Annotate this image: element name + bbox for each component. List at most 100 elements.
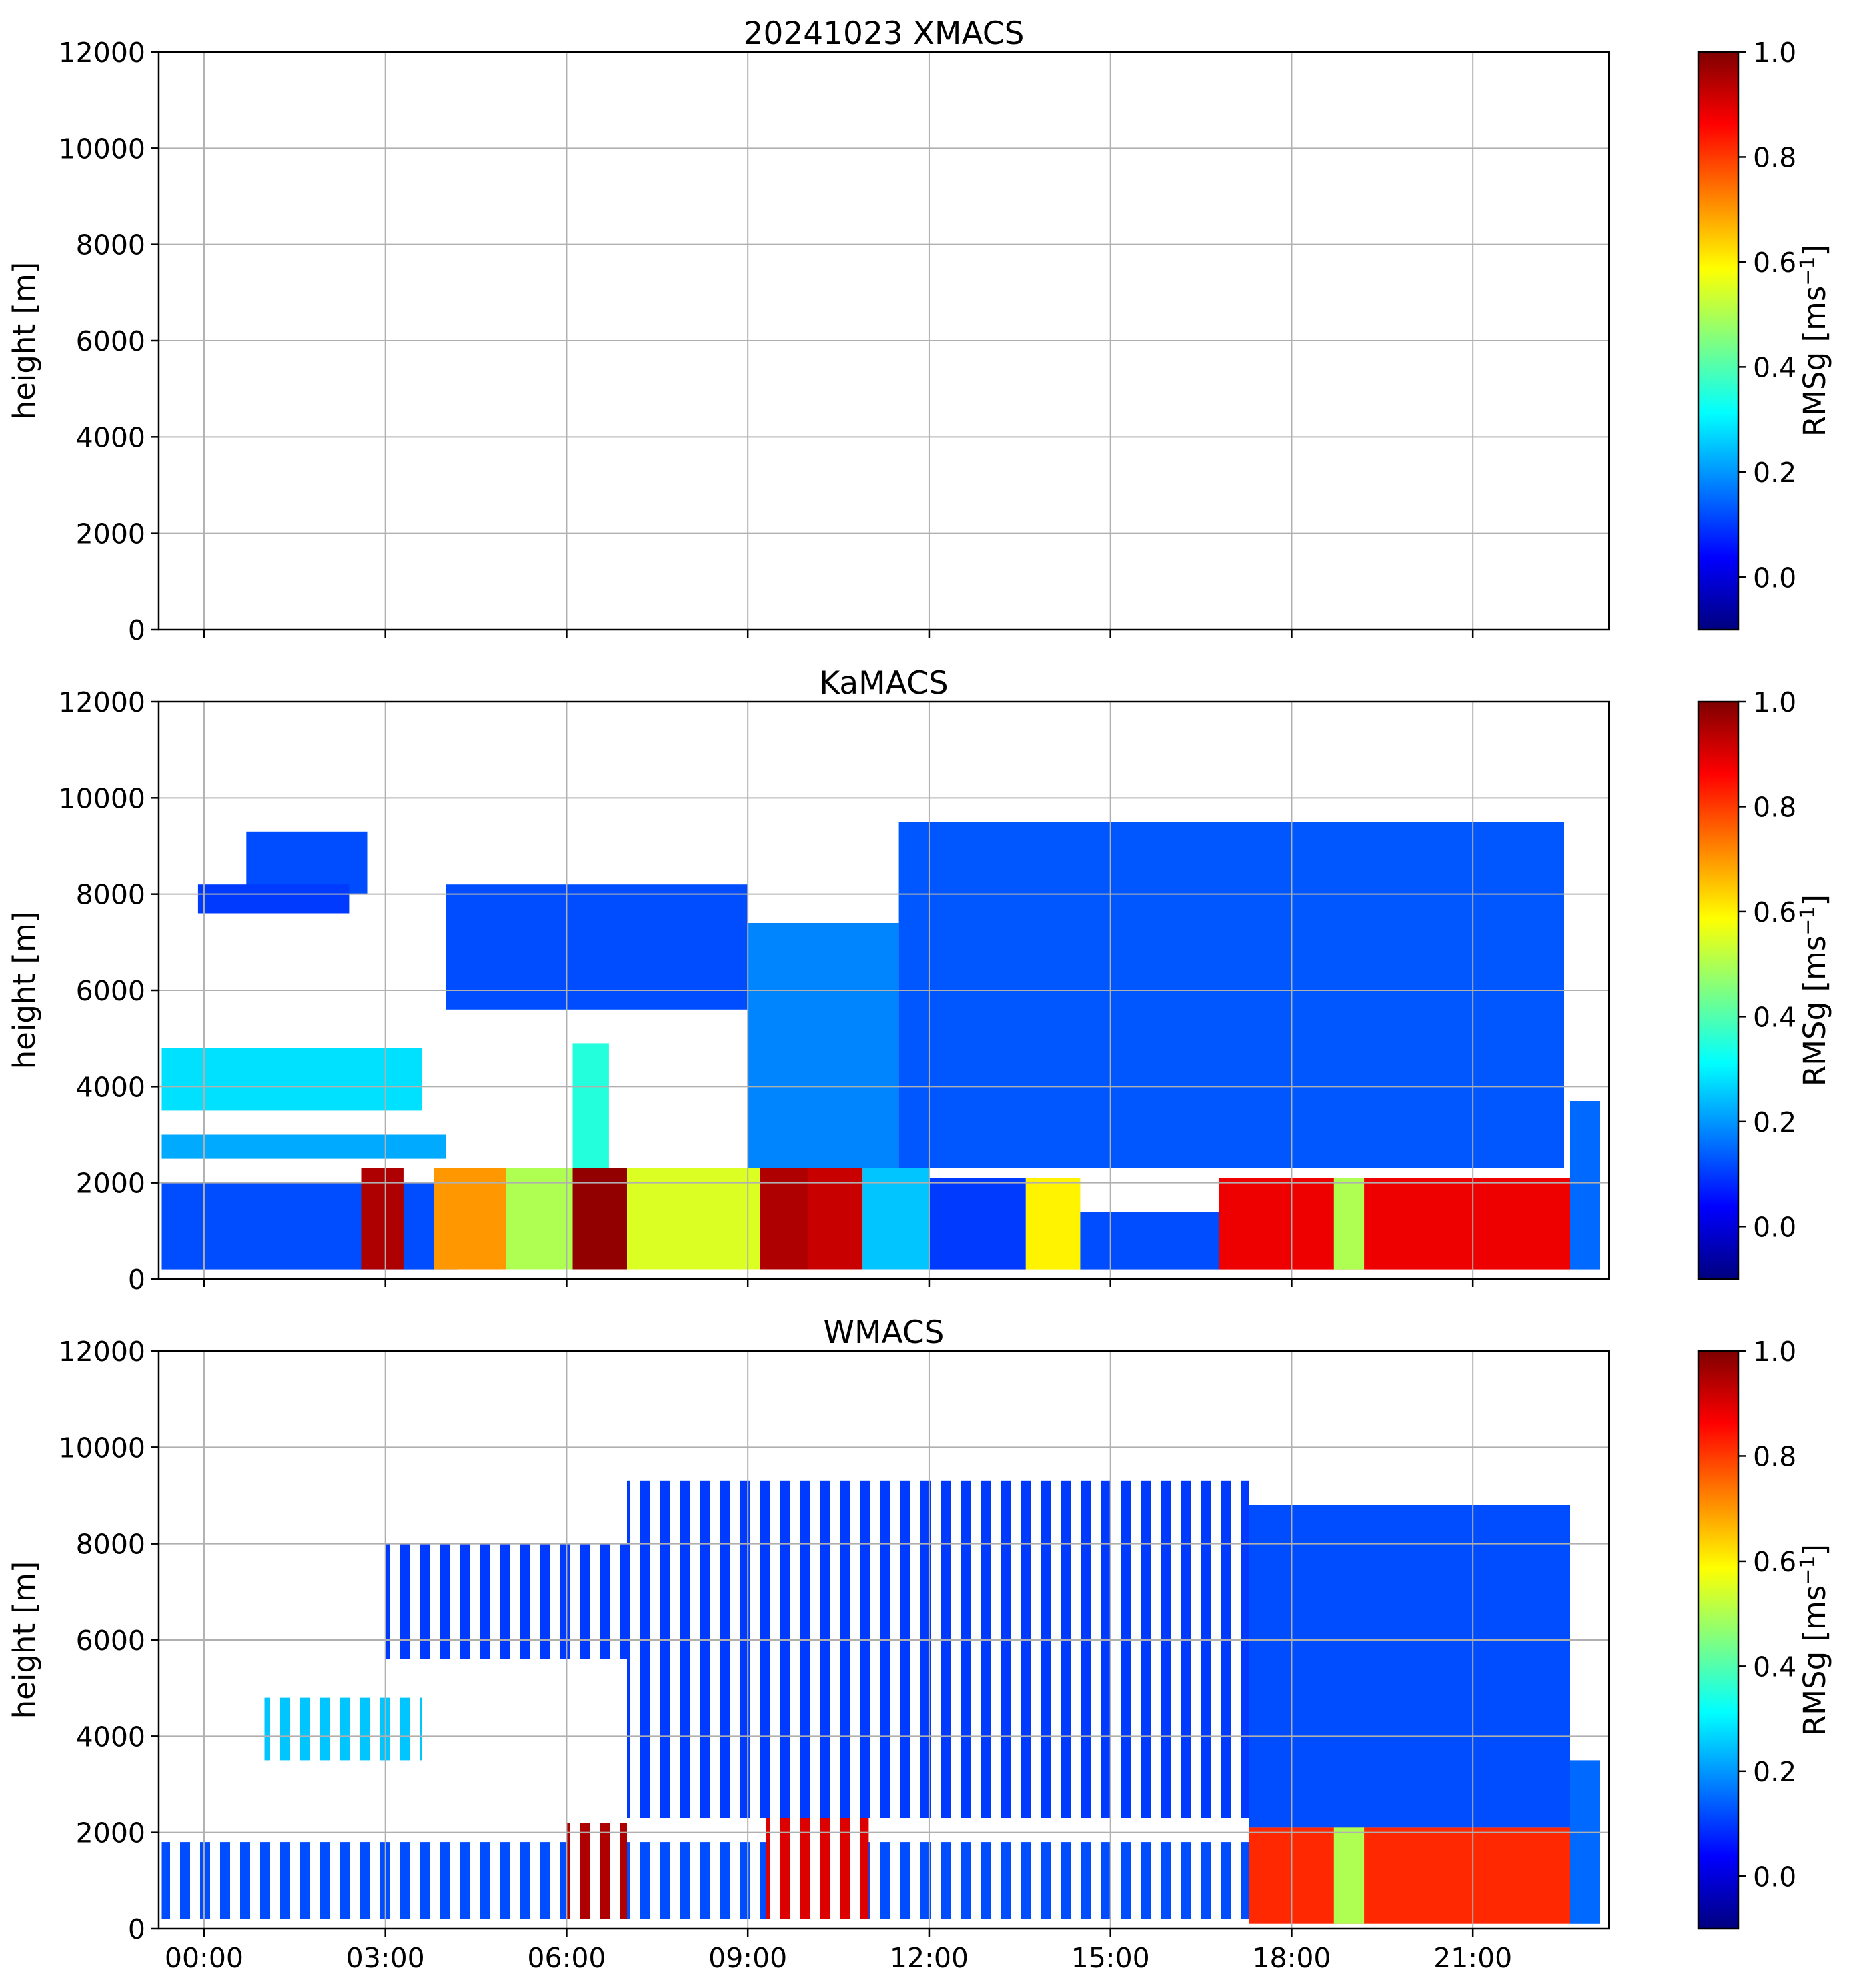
- y-tick-label: 2000: [76, 1817, 145, 1849]
- data-region: [929, 1178, 1026, 1270]
- data-region: [1025, 1178, 1081, 1270]
- x-tick-label: 18:00: [1252, 1942, 1331, 1974]
- data-region: [161, 1048, 422, 1111]
- y-tick-label: 2000: [76, 518, 145, 550]
- y-tick-label: 0: [128, 614, 145, 646]
- data-region: [1219, 1178, 1570, 1270]
- y-tick-label: 10000: [59, 1432, 145, 1464]
- y-tick-label: 10000: [59, 782, 145, 814]
- y-tick-label: 8000: [76, 879, 145, 911]
- colorbar-tick-label: 0.2: [1753, 1106, 1796, 1138]
- data-region: [1249, 1505, 1570, 1828]
- colorbar-tick-label: 0.8: [1753, 791, 1796, 823]
- data-region: [1333, 1178, 1365, 1270]
- colorbar-tick-label: 1.0: [1753, 37, 1796, 69]
- data-region: [1249, 1827, 1570, 1924]
- colorbar-tick-label: 0.4: [1753, 351, 1796, 383]
- data-region: [161, 1842, 1249, 1919]
- data-region: [1080, 1212, 1219, 1270]
- panel-title: 20241023 XMACS: [744, 15, 1025, 52]
- y-tick-label: 12000: [59, 1336, 145, 1368]
- data-region: [161, 1134, 446, 1159]
- colorbar-tick-label: 0.4: [1753, 1001, 1796, 1033]
- data-region: [197, 884, 350, 914]
- y-tick-label: 12000: [59, 37, 145, 69]
- panel-title: WMACS: [823, 1314, 944, 1351]
- data-field: [161, 822, 1600, 1270]
- data-region: [161, 1182, 458, 1270]
- y-tick-label: 4000: [76, 421, 145, 453]
- gridlines: [159, 1350, 1609, 1929]
- data-region: [264, 1697, 422, 1761]
- colorbar-tick-label: 0.6: [1753, 247, 1796, 279]
- data-region: [1333, 1827, 1365, 1924]
- colorbar-tick-label: 0.2: [1753, 1756, 1796, 1788]
- y-tick-label: 6000: [76, 325, 145, 357]
- x-tick-label: 21:00: [1433, 1942, 1512, 1974]
- y-axis-label: height [m]: [7, 262, 42, 420]
- colorbar-tick-label: 0.4: [1753, 1651, 1796, 1683]
- x-tick-label: 12:00: [890, 1942, 969, 1974]
- colorbar-tick-label: 0.2: [1753, 457, 1796, 489]
- y-tick-label: 4000: [76, 1721, 145, 1753]
- colorbar-label: RMSg [ms−1]: [1796, 245, 1832, 437]
- data-region: [572, 1043, 609, 1168]
- data-region: [1570, 1760, 1600, 1924]
- data-region: [627, 1480, 1249, 1818]
- data-region: [361, 1168, 404, 1270]
- data-region: [434, 1168, 506, 1270]
- y-tick-label: 10000: [59, 133, 145, 165]
- y-tick-label: 8000: [76, 229, 145, 261]
- colorbar-gradient: [1697, 51, 1740, 631]
- x-tick-label: 06:00: [527, 1942, 606, 1974]
- colorbar-tick-label: 0.6: [1753, 1546, 1796, 1578]
- y-tick-label: 6000: [76, 1625, 145, 1657]
- colorbar-label: RMSg [ms−1]: [1796, 1544, 1832, 1736]
- panel-3: 0 2000 4000 6000 8000 10000 12000 00:00 03:00 06:…: [7, 1314, 1832, 1974]
- x-tick-label: 09:00: [708, 1942, 787, 1974]
- y-tick-label: 12000: [59, 686, 145, 718]
- panel-2: 0 2000 4000 6000 8000 10000 12000 KaMACS height …: [7, 665, 1832, 1296]
- x-tick-label: 15:00: [1071, 1942, 1150, 1974]
- x-tick-label: 03:00: [346, 1942, 425, 1974]
- data-region: [1570, 1101, 1600, 1270]
- colorbar-tick-label: 0.6: [1753, 896, 1796, 928]
- colorbar-tick-label: 1.0: [1753, 686, 1796, 718]
- data-region: [385, 1543, 627, 1659]
- colorbar: 0.0 0.2 0.4 0.6 0.8 1.0 RMSg [ms−1]: [1697, 1336, 1832, 1930]
- colorbar-tick-label: 0.0: [1753, 1211, 1796, 1243]
- data-region: [566, 1823, 627, 1919]
- y-tick-label: 0: [128, 1264, 145, 1296]
- colorbar-label: RMSg [ms−1]: [1796, 894, 1832, 1086]
- panel-1: 0 2000 4000 6000 8000 10000 12000 20241023 XMAC…: [7, 15, 1832, 646]
- data-region: [760, 1168, 808, 1270]
- gridlines: [159, 51, 1609, 630]
- colorbar-tick-label: 1.0: [1753, 1336, 1796, 1368]
- data-region: [572, 1168, 627, 1270]
- y-axis-label: height [m]: [7, 912, 42, 1070]
- colorbar: 0.0 0.2 0.4 0.6 0.8 1.0 RMSg [ms−1]: [1697, 686, 1832, 1280]
- data-region: [898, 822, 1564, 1168]
- y-tick-label: 2000: [76, 1168, 145, 1200]
- data-region: [627, 1168, 760, 1270]
- data-region: [506, 1168, 573, 1270]
- data-region: [808, 1168, 863, 1270]
- y-tick-label: 4000: [76, 1071, 145, 1103]
- colorbar-tick-label: 0.8: [1753, 141, 1796, 173]
- data-region: [246, 831, 368, 894]
- x-tick-label: 00:00: [165, 1942, 243, 1974]
- colorbar: 0.0 0.2 0.4 0.6 0.8 1.0 RMSg [ms−1]: [1697, 37, 1832, 631]
- colorbar-gradient: [1697, 1350, 1740, 1930]
- data-region: [766, 1818, 869, 1919]
- y-tick-label: 8000: [76, 1529, 145, 1561]
- colorbar-gradient: [1697, 700, 1740, 1280]
- data-region: [446, 884, 748, 1010]
- panel-title: KaMACS: [819, 665, 948, 702]
- colorbar-tick-label: 0.8: [1753, 1440, 1796, 1472]
- colorbar-tick-label: 0.0: [1753, 562, 1796, 594]
- colorbar-tick-label: 0.0: [1753, 1861, 1796, 1893]
- y-tick-label: 0: [128, 1913, 145, 1945]
- y-tick-label: 6000: [76, 975, 145, 1007]
- data-region: [862, 1168, 929, 1270]
